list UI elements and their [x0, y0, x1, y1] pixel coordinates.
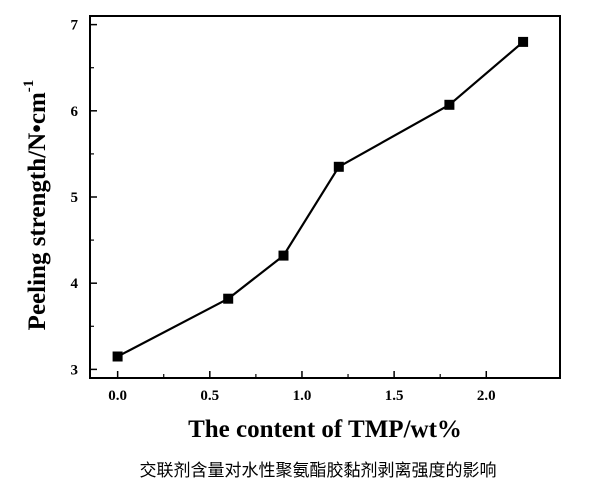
y-axis-label: Peeling strength/N•cm-1	[21, 80, 51, 331]
marker-layer	[112, 36, 529, 362]
y-tick-label: 4	[71, 276, 79, 292]
data-point	[278, 250, 289, 261]
y-tick-label: 6	[71, 104, 79, 120]
series-line-layer	[117, 41, 524, 358]
data-point	[112, 351, 123, 362]
x-tick-label: 0.5	[200, 388, 219, 404]
x-axis-label: The content of TMP/wt%	[188, 416, 462, 443]
data-point	[333, 161, 344, 172]
x-tick-label: 1.0	[293, 388, 312, 404]
x-tick-label: 2.0	[477, 388, 496, 404]
y-axis-label-superscript: -1	[21, 80, 37, 93]
y-tick-label: 5	[71, 190, 79, 206]
ticks-layer: 0.0 0.5 1.0 1.5 2.0 3 4 5 6 7	[71, 18, 496, 404]
x-tick-label: 1.5	[385, 388, 404, 404]
x-tick-label: 0.0	[108, 388, 127, 404]
y-axis-label-main: Peeling strength/N•cm	[24, 92, 51, 330]
series-line	[117, 41, 524, 358]
y-tick-label: 3	[71, 362, 79, 378]
data-point	[223, 293, 234, 304]
y-tick-label: 7	[71, 18, 79, 34]
figure-caption: 交联剂含量对水性聚氨酯胶黏剂剥离强度的影响	[140, 461, 497, 480]
data-point	[444, 99, 455, 110]
data-point	[518, 36, 529, 47]
